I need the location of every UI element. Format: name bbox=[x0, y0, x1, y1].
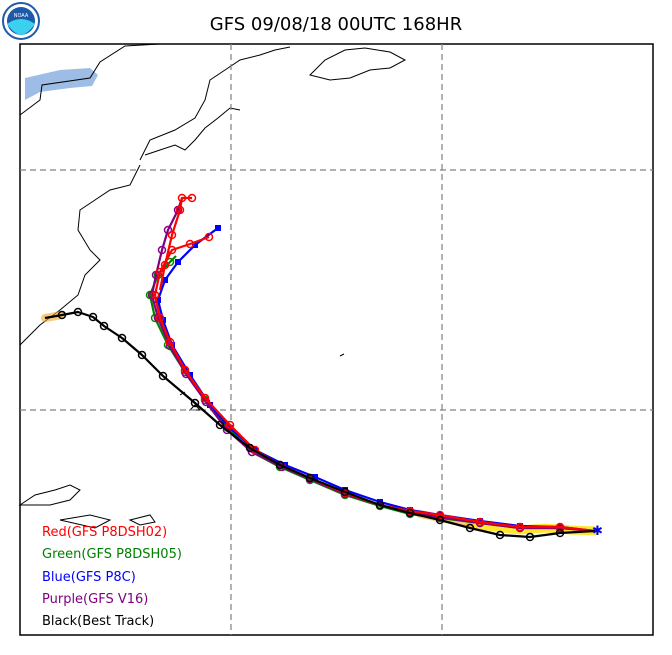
map-area: ✱ bbox=[18, 43, 654, 636]
red-track bbox=[158, 193, 197, 291]
best-track bbox=[44, 307, 596, 542]
svg-text:NOAA: NOAA bbox=[14, 13, 29, 19]
legend-item: Purple(GFS V16) bbox=[42, 592, 148, 607]
noaa-logo: NOAA bbox=[2, 2, 40, 40]
legend-item: Blue(GFS P8C) bbox=[42, 570, 136, 585]
legend-item: Red(GFS P8DSH02) bbox=[42, 525, 167, 540]
map-title: GFS 09/08/18 00UTC 168HR bbox=[210, 14, 462, 35]
legend: Red(GFS P8DSH02) Green(GFS P8DSH05) Blue… bbox=[42, 525, 182, 629]
legend-item: Green(GFS P8DSH05) bbox=[42, 547, 182, 562]
storm-position: ✱ bbox=[592, 524, 603, 539]
legend-item: Black(Best Track) bbox=[42, 614, 154, 629]
